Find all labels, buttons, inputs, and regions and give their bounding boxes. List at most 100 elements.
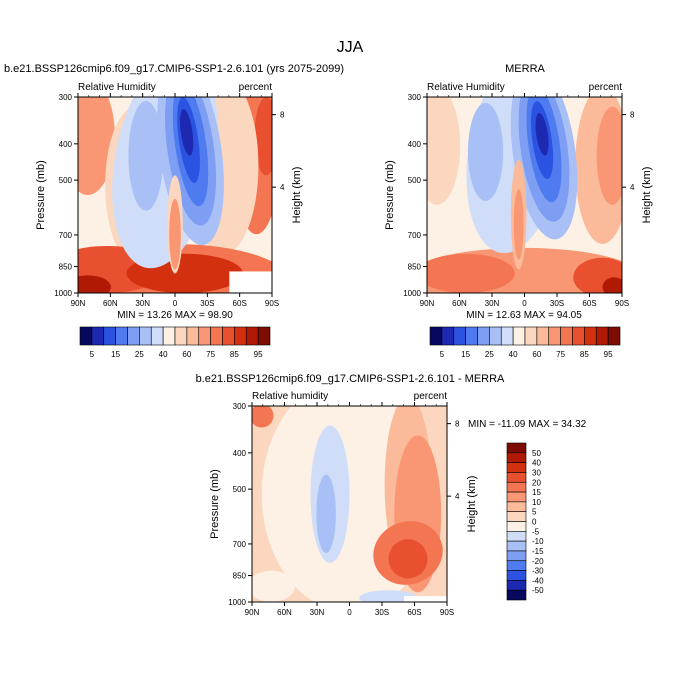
y-tick-label: 500: [408, 176, 422, 185]
panel-model-ticks: 90N 60N 30N 0 30S 60S 90S 300 400 500 700 850 1000 8 4: [54, 93, 285, 308]
colorbar-label: 95: [604, 350, 613, 359]
colorbar-label: 5: [440, 350, 445, 359]
x-tick-label: 30S: [200, 299, 214, 308]
colorbar-swatch: [489, 326, 502, 346]
colorbar-swatch: [506, 521, 527, 532]
y-tick-label: 300: [59, 93, 73, 102]
colorbar-swatch: [506, 511, 527, 522]
colorbar-swatch: [441, 326, 455, 346]
colorbar-label: 0: [532, 518, 537, 527]
colorbar-swatch: [595, 326, 609, 346]
x-tick-label: 0: [173, 299, 178, 308]
x-tick-label: 0: [522, 299, 527, 308]
panel-diff-title: b.e21.BSSP126cmip6.f09_g17.CMIP6-SSP1-2.…: [196, 373, 505, 385]
y-tick-label: 850: [408, 263, 422, 272]
colorbar-swatch: [506, 442, 527, 454]
colorbar-label: 5: [90, 350, 95, 359]
x-tick-label: 30N: [310, 608, 325, 617]
x-tick-label: 90N: [245, 608, 260, 617]
x-tick-label: 30S: [375, 608, 389, 617]
colorbar-label: 5: [532, 508, 537, 517]
panel-model-ylabel: Pressure (mb): [35, 160, 47, 230]
colorbar-swatch: [506, 560, 527, 571]
y-tick-label: 400: [408, 140, 422, 149]
panel-merra-ylabel: Pressure (mb): [384, 160, 396, 230]
y-tick-label: 300: [233, 402, 247, 411]
contour-blob: [388, 539, 428, 579]
colorbar-swatch: [210, 326, 223, 346]
x-tick-label: 90N: [420, 299, 435, 308]
panel-diff-left-label: Relative humidity: [252, 391, 328, 402]
colorbar-swatch: [506, 462, 527, 473]
panel-model-stats: MIN = 13.26 MAX = 98.90: [117, 310, 233, 321]
colorbar-label: -5: [532, 527, 540, 536]
y-tick-label: 700: [233, 540, 247, 549]
y-tick-label: 1000: [54, 289, 72, 298]
colorbar-label: -20: [532, 557, 544, 566]
colorbar-label: -10: [532, 537, 544, 546]
colorbar-label: 15: [111, 350, 120, 359]
colorbar-swatch: [477, 326, 490, 346]
colorbar-label: 15: [532, 488, 541, 497]
colorbar-swatch: [572, 326, 585, 346]
panel-merra-left-label: Relative Humidity: [427, 82, 505, 93]
x-tick-label: 60N: [277, 608, 292, 617]
panel-merra-contour-field: [427, 97, 622, 293]
y2-tick-label: 8: [280, 111, 285, 120]
contour-blob: [513, 189, 524, 260]
colorbar-label: -30: [532, 567, 544, 576]
y2-tick-label: 4: [630, 183, 635, 192]
contour-blob: [180, 108, 194, 156]
colorbar-swatch: [234, 326, 247, 346]
colorbar-label: 60: [532, 350, 541, 359]
y-tick-label: 500: [59, 176, 73, 185]
colorbar-swatch: [506, 589, 527, 601]
panel-model-right-label: percent: [239, 82, 273, 93]
y-tick-label: 500: [233, 485, 247, 494]
y2-tick-label: 8: [455, 420, 460, 429]
x-tick-label: 30N: [135, 299, 150, 308]
colorbar-label: 85: [580, 350, 589, 359]
colorbar-swatch: [115, 326, 128, 346]
contour-blob: [252, 406, 274, 428]
panel-model-colorbar: 5 15 25 40 60 75 85 95: [79, 326, 271, 359]
colorbar-swatch: [506, 481, 527, 493]
colorbar-swatch: [506, 540, 527, 552]
panel-diff-y2label: Height (km): [466, 476, 478, 533]
x-tick-label: 60S: [582, 299, 596, 308]
y-tick-label: 700: [408, 231, 422, 240]
colorbar-swatch: [245, 326, 259, 346]
colorbar-swatch: [607, 326, 621, 346]
colorbar-swatch: [506, 550, 527, 562]
colorbar-swatch: [162, 326, 176, 346]
colorbar-label: 75: [556, 350, 565, 359]
panel-merra-right-label: percent: [589, 82, 623, 93]
colorbar-label: 25: [135, 350, 144, 359]
colorbar-label: 85: [230, 350, 239, 359]
x-tick-label: 60S: [407, 608, 421, 617]
colorbar-swatch: [174, 326, 188, 346]
colorbar-label: 40: [532, 459, 541, 468]
panel-merra-colorbar: 5 15 25 40 60 75 85 95: [429, 326, 621, 359]
colorbar-swatch: [524, 326, 538, 346]
missing-data-region: [404, 596, 447, 602]
colorbar-swatch: [584, 326, 597, 346]
y-tick-label: 850: [59, 263, 73, 272]
colorbar-swatch: [506, 501, 527, 512]
colorbar-swatch: [500, 326, 514, 346]
colorbar-label: 50: [532, 449, 541, 458]
y-tick-label: 300: [408, 93, 422, 102]
colorbar-label: 15: [461, 350, 470, 359]
colorbar-label: 20: [532, 478, 541, 487]
colorbar-swatch: [103, 326, 116, 346]
y2-tick-label: 4: [455, 492, 460, 501]
colorbar-swatch: [506, 491, 527, 503]
colorbar-label: -15: [532, 547, 544, 556]
contour-blob: [602, 277, 622, 293]
colorbar-swatch: [506, 570, 527, 581]
colorbar-swatch: [429, 326, 443, 346]
x-tick-label: 90S: [615, 299, 629, 308]
colorbar-label: 30: [532, 468, 541, 477]
